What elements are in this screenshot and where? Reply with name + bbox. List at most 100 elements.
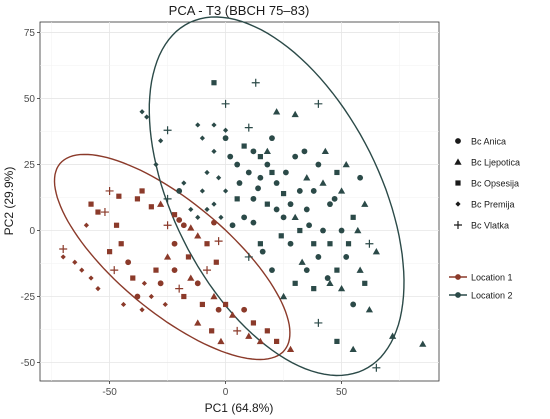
data-point: [310, 188, 317, 194]
data-point: [372, 363, 381, 372]
data-point: [95, 209, 101, 215]
data-point: [306, 222, 312, 229]
data-point: [365, 239, 374, 248]
ellipse-location-2: [148, 16, 405, 377]
data-point: [334, 267, 340, 273]
x-tick-label: 50: [336, 387, 348, 398]
data-point: [199, 135, 205, 141]
data-point: [334, 169, 340, 176]
data-point: [213, 259, 219, 265]
legend-label-variety: Bc Ljepotica: [471, 158, 520, 168]
data-point: [354, 226, 362, 234]
legend-locations: Location 1 Location 2: [449, 273, 513, 301]
data-point: [227, 153, 234, 160]
data-point: [194, 280, 201, 287]
data-point: [105, 186, 114, 195]
data-point: [188, 206, 194, 213]
data-point: [389, 332, 397, 339]
data-point: [139, 307, 145, 313]
y-axis-ticks: 75 50 25 0 -25 -50: [21, 28, 40, 369]
data-point: [250, 320, 257, 326]
data-point: [303, 174, 311, 181]
data-point: [259, 248, 266, 255]
data-point: [298, 258, 306, 265]
data-point: [163, 126, 172, 135]
data-point: [176, 217, 183, 223]
data-point: [187, 274, 195, 281]
y-tick-label: -25: [21, 292, 36, 303]
x-tick-label: 0: [223, 387, 229, 398]
data-point: [222, 188, 229, 194]
data-point: [88, 201, 94, 207]
chart-title: PCA - T3 (BBCH 75–83): [169, 3, 310, 18]
data-point: [204, 206, 210, 213]
data-point: [345, 241, 352, 247]
data-point: [334, 338, 340, 345]
data-point: [162, 301, 168, 308]
data-point: [320, 227, 326, 234]
y-tick-label: -50: [21, 358, 36, 369]
data-point: [319, 179, 327, 186]
data-point: [95, 286, 101, 292]
data-point: [79, 267, 85, 273]
data-point: [180, 222, 187, 229]
data-point: [343, 254, 350, 260]
data-point: [221, 99, 230, 108]
data-point: [257, 241, 263, 247]
confidence-ellipses: [53, 16, 405, 377]
data-point: [274, 338, 280, 345]
data-point: [100, 208, 109, 217]
data-point: [296, 188, 303, 194]
data-point: [181, 180, 187, 186]
data-point: [116, 193, 122, 199]
data-point: [214, 237, 223, 246]
data-point: [120, 301, 127, 308]
data-point: [256, 337, 264, 345]
data-point: [118, 241, 124, 247]
legend-key-square: [455, 180, 461, 186]
legend-label-variety: Bc Opsesija: [471, 179, 519, 189]
data-point: [362, 280, 368, 286]
data-point: [273, 206, 280, 213]
data-point: [204, 169, 210, 176]
data-point: [291, 213, 299, 221]
data-point: [222, 135, 229, 142]
data-point: [218, 214, 224, 220]
data-point: [361, 200, 369, 207]
data-point: [257, 174, 264, 181]
data-point: [255, 185, 261, 192]
data-point: [357, 174, 364, 181]
legend-key-plus: [454, 221, 462, 229]
data-point: [211, 201, 217, 207]
data-point: [241, 143, 247, 149]
data-point: [113, 222, 120, 228]
data-point: [60, 254, 66, 260]
data-point: [153, 267, 159, 273]
data-point: [314, 99, 323, 108]
data-point: [139, 109, 145, 115]
data-point: [194, 232, 202, 239]
data-point: [250, 219, 257, 226]
data-point: [236, 180, 243, 186]
data-point: [139, 188, 145, 194]
legend-key-triangle: [454, 158, 462, 165]
data-point: [264, 328, 270, 334]
data-point: [171, 240, 178, 247]
legend-key-dot: [455, 274, 461, 280]
ellipse-location-1: [53, 153, 291, 361]
data-point: [279, 292, 288, 300]
data-point: [327, 241, 333, 247]
data-point: [292, 280, 298, 286]
data-point: [175, 284, 184, 293]
data-point: [199, 301, 205, 308]
data-point: [331, 195, 338, 202]
data-point: [157, 280, 164, 287]
legend-varieties: Bc Anica Bc Ljepotica Bc Opsesija Bc Premij…: [454, 137, 520, 231]
plot-background: [39, 21, 440, 382]
data-point: [326, 279, 334, 287]
data-point: [233, 326, 242, 335]
data-point: [229, 222, 236, 229]
data-point: [245, 332, 253, 339]
y-tick-label: 25: [24, 160, 36, 171]
